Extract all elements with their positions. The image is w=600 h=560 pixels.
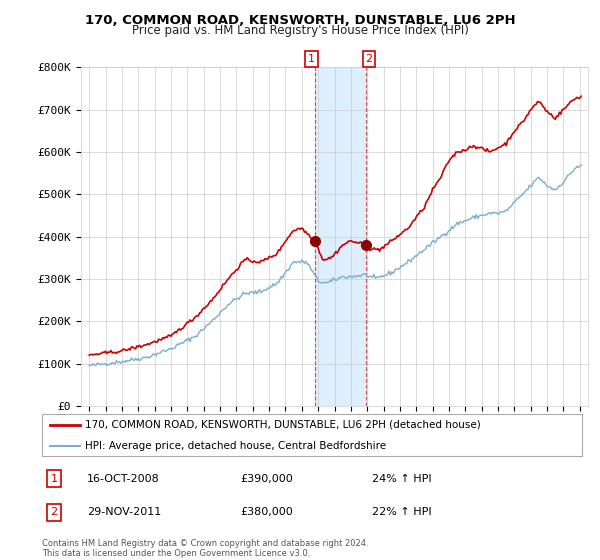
Text: 22% ↑ HPI: 22% ↑ HPI bbox=[372, 507, 431, 517]
Text: HPI: Average price, detached house, Central Bedfordshire: HPI: Average price, detached house, Cent… bbox=[85, 441, 386, 451]
Text: 170, COMMON ROAD, KENSWORTH, DUNSTABLE, LU6 2PH (detached house): 170, COMMON ROAD, KENSWORTH, DUNSTABLE, … bbox=[85, 420, 481, 430]
Text: 29-NOV-2011: 29-NOV-2011 bbox=[87, 507, 161, 517]
Text: 2: 2 bbox=[50, 507, 58, 517]
Text: 24% ↑ HPI: 24% ↑ HPI bbox=[372, 474, 431, 484]
Text: £380,000: £380,000 bbox=[240, 507, 293, 517]
Text: 16-OCT-2008: 16-OCT-2008 bbox=[87, 474, 160, 484]
Text: Price paid vs. HM Land Registry's House Price Index (HPI): Price paid vs. HM Land Registry's House … bbox=[131, 24, 469, 37]
Text: Contains HM Land Registry data © Crown copyright and database right 2024.
This d: Contains HM Land Registry data © Crown c… bbox=[42, 539, 368, 558]
Text: 1: 1 bbox=[50, 474, 58, 484]
Text: 170, COMMON ROAD, KENSWORTH, DUNSTABLE, LU6 2PH: 170, COMMON ROAD, KENSWORTH, DUNSTABLE, … bbox=[85, 14, 515, 27]
Text: 2: 2 bbox=[365, 54, 373, 64]
Text: £390,000: £390,000 bbox=[240, 474, 293, 484]
Bar bbox=[315, 67, 365, 406]
Text: 1: 1 bbox=[308, 54, 315, 64]
